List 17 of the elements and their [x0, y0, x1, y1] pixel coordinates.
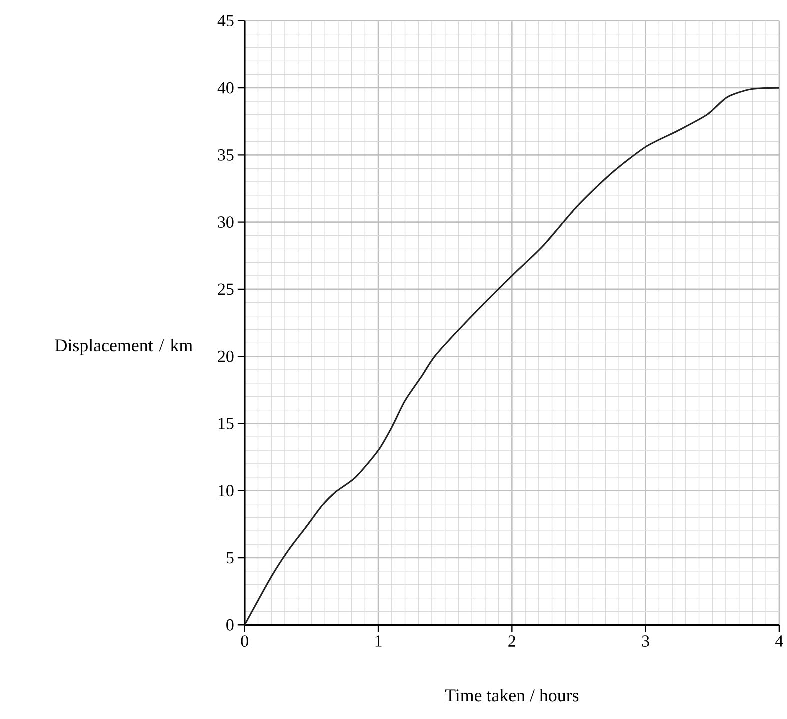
- y-axis-title: Displacement / km: [55, 339, 193, 356]
- x-tick-label: 3: [642, 636, 650, 648]
- x-tick-label: 1: [376, 636, 382, 647]
- y-tick-label: 0: [226, 620, 234, 631]
- y-tick-label: 30: [218, 216, 234, 228]
- y-tick-label: 45: [218, 15, 234, 27]
- y-tick-label: 35: [218, 150, 234, 162]
- y-tick-label: 25: [218, 284, 234, 296]
- y-tick-label: 20: [218, 351, 234, 362]
- y-tick-label: 15: [218, 418, 234, 430]
- x-tick-label: 2: [508, 636, 516, 647]
- x-tick-label: 0: [241, 636, 248, 648]
- y-tick-label: 40: [218, 82, 234, 94]
- y-tick-label: 5: [226, 552, 234, 564]
- x-axis-title: Time taken / hours: [445, 689, 579, 702]
- x-tick-label: 4: [776, 636, 784, 647]
- y-tick-label: 10: [218, 485, 234, 497]
